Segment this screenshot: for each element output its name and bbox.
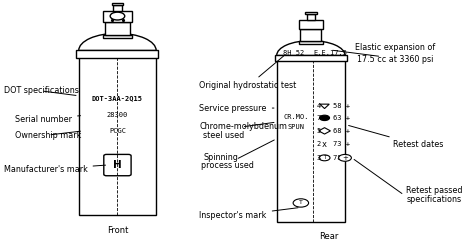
Text: Inspector's mark: Inspector's mark	[200, 208, 298, 220]
Bar	[299, 20, 323, 29]
Text: 63 +: 63 +	[333, 115, 350, 121]
Text: Ownership mark: Ownership mark	[15, 130, 82, 140]
Text: SPUN: SPUN	[287, 124, 304, 130]
Bar	[103, 35, 132, 38]
Text: Manufacturer's mark: Manufacturer's mark	[4, 165, 106, 174]
Bar	[299, 41, 323, 44]
Bar	[113, 4, 121, 11]
Bar	[305, 12, 317, 14]
Text: DOT specifications: DOT specifications	[4, 86, 79, 95]
Text: 7: 7	[316, 115, 320, 121]
Text: 5: 5	[316, 128, 320, 134]
Bar	[105, 22, 130, 35]
Text: T: T	[299, 200, 303, 205]
Text: 78: 78	[333, 155, 346, 161]
Bar	[111, 3, 123, 4]
Text: specifications: specifications	[407, 195, 462, 204]
Bar	[275, 55, 347, 62]
Text: E.E.17.5: E.E.17.5	[313, 50, 347, 56]
Circle shape	[338, 155, 351, 161]
Text: process used: process used	[201, 161, 254, 170]
Text: 68 +: 68 +	[333, 128, 350, 134]
Text: Elastic expansion of: Elastic expansion of	[355, 43, 435, 53]
Circle shape	[293, 199, 309, 207]
Bar	[76, 50, 158, 58]
Bar	[307, 14, 315, 20]
FancyBboxPatch shape	[104, 155, 131, 176]
Text: 3: 3	[316, 155, 320, 161]
Text: Rear: Rear	[319, 232, 339, 241]
Text: Original hydrostatic test: Original hydrostatic test	[200, 56, 297, 91]
Text: Retest dates: Retest dates	[348, 125, 443, 149]
Circle shape	[319, 115, 329, 121]
Text: PCGC: PCGC	[109, 128, 126, 134]
Text: Chrome-molybdenum: Chrome-molybdenum	[200, 123, 287, 131]
Bar	[301, 29, 321, 41]
Text: 8H 52: 8H 52	[283, 50, 304, 56]
Text: 58 +: 58 +	[333, 103, 350, 109]
Text: Front: Front	[107, 226, 128, 235]
Text: 17.5 cc at 3360 psi: 17.5 cc at 3360 psi	[357, 55, 433, 63]
Text: Service pressure: Service pressure	[200, 104, 274, 113]
Text: DOT-3AA-2Q15: DOT-3AA-2Q15	[92, 95, 143, 101]
Text: Retest passed: Retest passed	[407, 186, 463, 195]
Text: Spinning: Spinning	[204, 153, 239, 162]
Text: steel used: steel used	[202, 131, 244, 140]
Text: x: x	[322, 140, 327, 149]
Text: 2: 2	[316, 141, 320, 147]
Bar	[277, 55, 345, 222]
Bar	[79, 50, 156, 215]
Text: 4: 4	[316, 103, 320, 109]
Text: +: +	[342, 155, 348, 161]
Text: 28300: 28300	[107, 112, 128, 118]
Text: Serial number: Serial number	[15, 115, 81, 124]
Text: 73 +: 73 +	[333, 141, 350, 147]
Circle shape	[319, 155, 330, 161]
Text: H: H	[113, 160, 122, 170]
Text: T: T	[323, 155, 326, 160]
Text: CR.MO.: CR.MO.	[283, 114, 309, 120]
Circle shape	[110, 12, 125, 20]
Bar	[103, 11, 132, 22]
